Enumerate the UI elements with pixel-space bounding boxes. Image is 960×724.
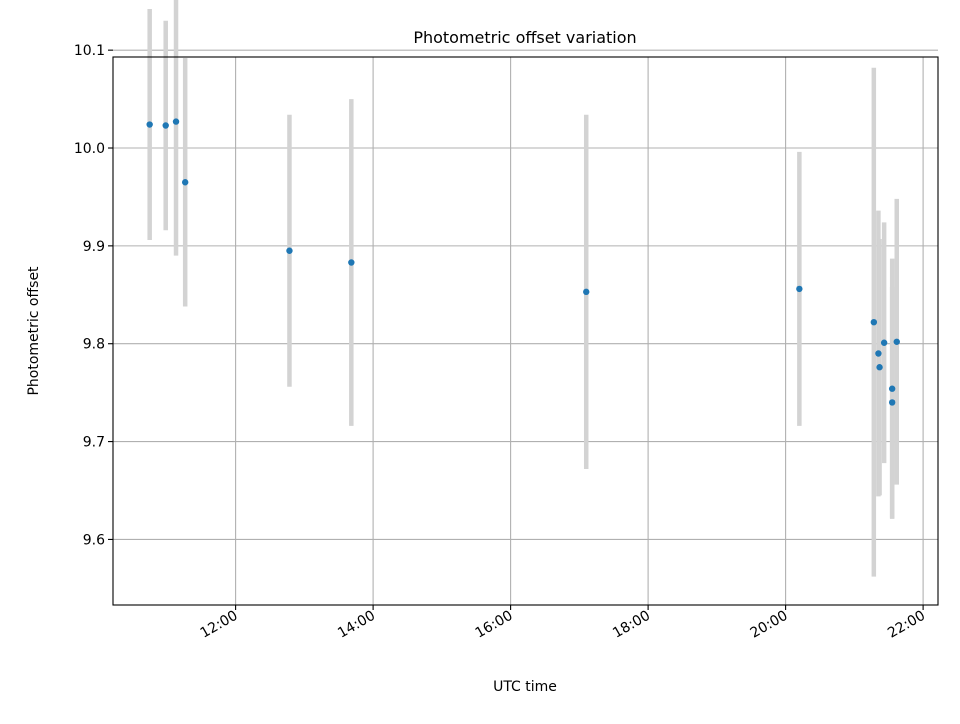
y-tick-label: 9.8 (83, 337, 105, 353)
data-point (146, 121, 153, 128)
data-point (876, 364, 883, 371)
y-tick-label: 9.6 (83, 532, 105, 548)
data-point (583, 288, 590, 296)
data-point (875, 350, 882, 357)
data-point (172, 118, 180, 125)
data-point (348, 259, 355, 266)
chart-title: Photometric offset variation (413, 28, 636, 47)
y-tick-label: 9.9 (83, 239, 105, 255)
data-point (888, 399, 896, 406)
plot-frame (112, 56, 939, 606)
data-point (880, 339, 888, 346)
y-axis-label: Photometric offset (26, 266, 42, 396)
x-axis-label: UTC time (493, 679, 557, 695)
y-axis-ticks: 9.6 9.7 9.8 9.9 10.0 10.1 (74, 43, 113, 548)
data-point (162, 122, 169, 129)
data-points (146, 118, 900, 406)
data-point (181, 179, 189, 186)
data-point (286, 247, 293, 254)
data-point (796, 285, 803, 293)
y-tick-label: 10.1 (74, 43, 105, 59)
data-point (893, 338, 900, 345)
data-point (870, 318, 878, 326)
data-point (888, 385, 896, 392)
y-tick-label: 9.7 (83, 435, 105, 451)
y-tick-label: 10.0 (74, 141, 105, 157)
